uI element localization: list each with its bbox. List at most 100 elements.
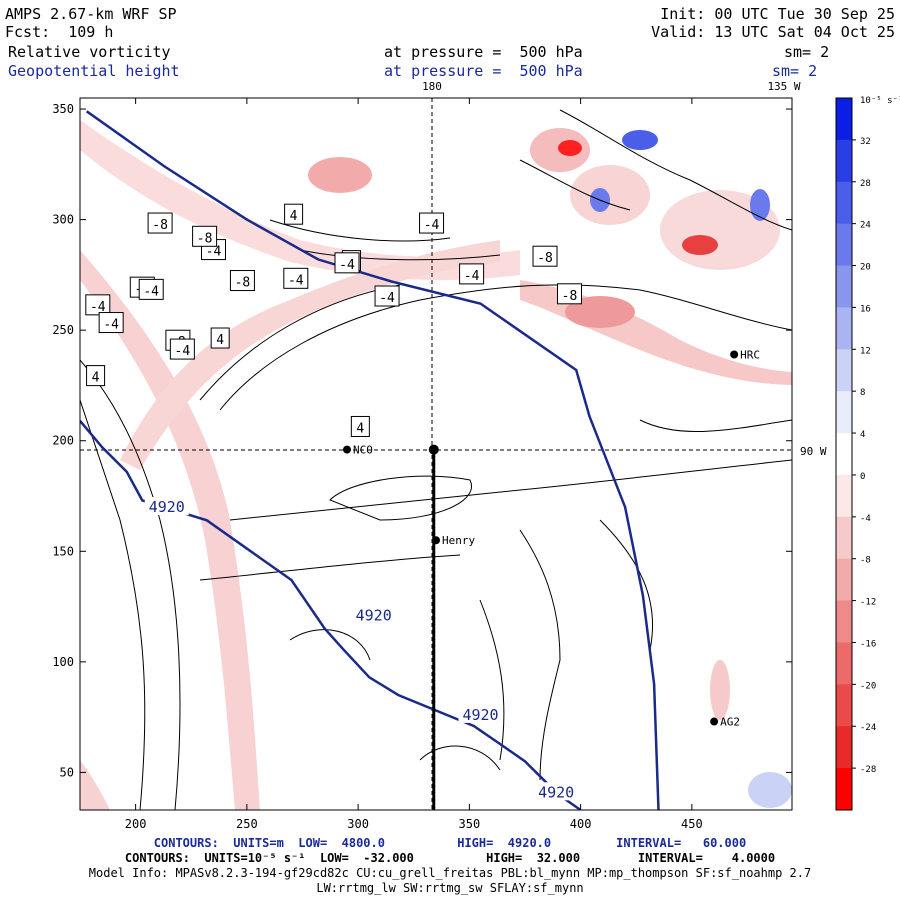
colorbar-tick-label: 20 xyxy=(860,263,871,273)
colorbar-tick-label: 4 xyxy=(860,430,865,440)
vorticity-label-box xyxy=(459,263,485,285)
colorbar-swatch xyxy=(836,391,852,434)
plot-frame xyxy=(79,97,793,811)
height-label: 4920 xyxy=(538,783,574,801)
vorticity-label-box xyxy=(98,312,124,334)
vorticity-label-box xyxy=(210,327,230,349)
vorticity-label: 4 xyxy=(92,371,100,386)
y-tick-label: 250 xyxy=(52,323,74,337)
vorticity-label-box xyxy=(85,294,111,316)
height-label: 4920 xyxy=(462,706,498,724)
colorbar-swatch xyxy=(836,223,852,267)
y-tick-label: 150 xyxy=(52,544,74,558)
colorbar: 10⁻⁵ s⁻¹ 32 28 24 20 16 12 8 4 0 -4 -8 -12 -16 -20 -24… xyxy=(835,96,900,811)
x-tick-label: 250 xyxy=(236,817,258,831)
colorbar-tick-label: 24 xyxy=(860,221,871,231)
vorticity-label-box xyxy=(86,365,106,387)
vorticity-contours xyxy=(80,109,792,810)
vorticity-label: -8 xyxy=(235,276,251,291)
colorbar-swatch xyxy=(836,98,852,141)
vorticity-label: -8 xyxy=(152,218,168,233)
field2-smooth: sm= 2 xyxy=(772,62,818,80)
colorbar-tick-label: 16 xyxy=(860,304,871,314)
vorticity-label: -4 xyxy=(143,284,159,299)
valid-time: Valid: 13 UTC Sat 04 Oct 25 xyxy=(651,23,895,41)
vorticity-label-box xyxy=(374,285,400,307)
y-tick-label: 350 xyxy=(52,102,74,116)
colorbar-tick-label: 12 xyxy=(860,346,871,356)
height-label-bg xyxy=(458,704,503,723)
colorbar-tick-label: -4 xyxy=(860,514,871,524)
vorticity-shading xyxy=(80,120,792,810)
x-tick-label: 450 xyxy=(681,817,703,831)
colorbar-tick-label: -28 xyxy=(860,765,876,775)
height-label-bg xyxy=(534,782,579,801)
colorbar-tick-label: -24 xyxy=(860,723,876,733)
station-label: HRC xyxy=(740,348,760,361)
vorticity-label: 4 xyxy=(356,421,364,436)
y-tick-label: 200 xyxy=(52,434,74,448)
vorticity-label: 4 xyxy=(290,209,298,224)
vorticity-label: -4 xyxy=(464,269,480,284)
y-tick-label: 50 xyxy=(60,765,74,779)
vorticity-label: -4 xyxy=(288,273,304,288)
vorticity-label: -8 xyxy=(197,231,213,246)
x-tick-label: 400 xyxy=(570,817,592,831)
footer-contours-height: CONTOURS: UNITS=m LOW= 4800.0 HIGH= 4920… xyxy=(153,836,747,850)
vorticity-label: -4 xyxy=(206,245,222,260)
label-180: 180 xyxy=(422,80,442,93)
vorticity-label: -8 xyxy=(562,289,578,304)
vorticity-label: -4 xyxy=(379,291,395,306)
vorticity-label-box xyxy=(229,270,255,292)
vorticity-label: -4 xyxy=(339,258,355,273)
height-contour-4920-0 xyxy=(80,419,582,810)
vorticity-label-box xyxy=(283,267,309,289)
height-label: 4920 xyxy=(356,606,392,624)
field1-level: at pressure = 500 hPa xyxy=(384,43,583,61)
vorticity-label-box xyxy=(419,212,445,234)
colorbar-swatch xyxy=(836,139,852,183)
station-label: NCO xyxy=(353,444,373,457)
footer-model-info: Model Info: MPASv8.2.3-194-gf29cd82c CU:… xyxy=(88,866,812,880)
height-label: 4920 xyxy=(149,498,185,516)
footer-physics: LW:rrtmg_lw SW:rrtmg_sw SFLAY:sf_mynn xyxy=(316,881,584,895)
station-marker xyxy=(710,717,719,726)
colorbar-swatch xyxy=(836,726,852,769)
vorticity-label: -4 xyxy=(424,218,440,233)
vorticity-label-box xyxy=(350,415,370,437)
colorbar-tick-label: -16 xyxy=(860,639,876,649)
vorticity-label: -4 xyxy=(103,318,119,333)
vorticity-label-box xyxy=(138,278,164,300)
colorbar-tick-label: 0 xyxy=(860,472,865,482)
station-marker xyxy=(343,445,351,454)
station-label: AG2 xyxy=(720,716,740,729)
label-135w: 135 W xyxy=(767,80,800,93)
vorticity-label-box xyxy=(192,225,218,247)
x-tick-label: 350 xyxy=(459,817,481,831)
colorbar-swatch xyxy=(836,516,852,560)
y-tick-label: 100 xyxy=(52,655,74,669)
footer-contours-vorticity: CONTOURS: UNITS=10⁻⁵ s⁻¹ LOW= -32.000 HI… xyxy=(124,851,776,865)
colorbar-swatch xyxy=(836,349,852,392)
colorbar-swatch xyxy=(836,600,852,643)
colorbar-swatch xyxy=(836,307,852,350)
vorticity-label-box xyxy=(284,203,304,225)
colorbar-swatch xyxy=(836,558,852,602)
height-contour-4860-1 xyxy=(85,110,660,810)
station-marker xyxy=(730,350,739,359)
vorticity-label-box xyxy=(532,245,558,267)
vorticity-label: -4 xyxy=(90,300,106,315)
x-tick-label: 300 xyxy=(347,817,369,831)
colorbar-swatch xyxy=(836,684,852,727)
colorbar-tick-label: -20 xyxy=(860,681,876,691)
colorbar-tick-label: 32 xyxy=(860,137,871,147)
init-time: Init: 00 UTC Tue 30 Sep 25 xyxy=(660,5,895,23)
vorticity-label-box xyxy=(169,338,195,360)
colorbar-tick-label: 8 xyxy=(860,388,865,398)
colorbar-tick-label: 28 xyxy=(860,179,871,189)
height-label-bg xyxy=(351,605,396,624)
height-label-bg xyxy=(144,497,189,516)
y-tick-label: 300 xyxy=(52,213,74,227)
crosshair-point xyxy=(428,444,439,455)
